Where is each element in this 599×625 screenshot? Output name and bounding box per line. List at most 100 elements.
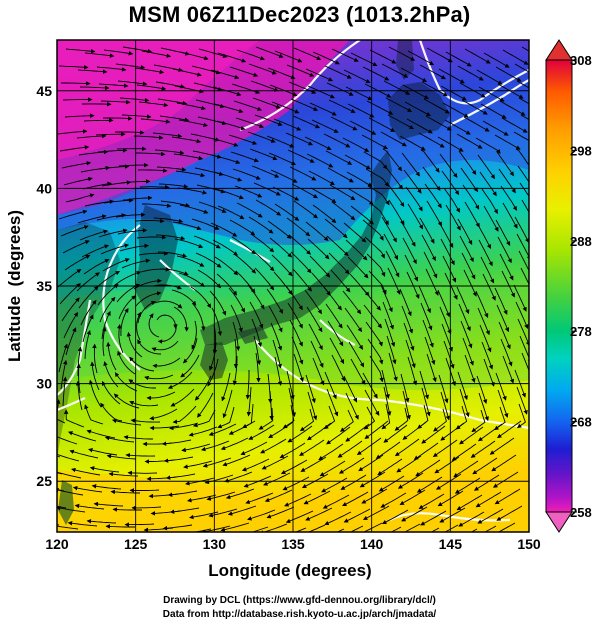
streamline-arrow: [462, 337, 474, 366]
streamline-arrow: [102, 258, 130, 272]
streamline-arrow: [400, 67, 428, 82]
streamline-arrow: [514, 216, 529, 243]
streamline-arrow: [340, 474, 367, 490]
streamline-arrow: [235, 270, 256, 294]
streamline-arrow: [190, 286, 212, 309]
streamline-arrow: [500, 185, 517, 211]
streamline-arrow: [285, 510, 314, 523]
streamline-arrow: [172, 68, 202, 77]
streamline-arrow: [293, 47, 322, 60]
streamline-arrow: [291, 336, 304, 365]
colorbar: 308 298 288 278 268 258: [545, 39, 592, 533]
streamline-arrow: [346, 171, 373, 187]
streamline-arrow: [422, 166, 441, 191]
streamline-arrow: [400, 373, 410, 403]
streamline-arrow: [228, 420, 256, 435]
streamline-arrow: [117, 350, 136, 375]
streamline-arrow: [422, 319, 434, 348]
streamline-arrow: [126, 331, 143, 358]
streamline-arrow: [156, 314, 178, 329]
streamline-arrow: [362, 522, 383, 532]
streamline-arrow: [195, 252, 222, 268]
streamline-arrow: [383, 80, 411, 95]
streamline-arrow: [129, 400, 159, 407]
streamline-arrow: [471, 409, 486, 433]
streamline-arrow: [280, 459, 308, 475]
streamline-arrow: [248, 216, 274, 234]
streamline-arrow: [368, 117, 396, 132]
streamline-arrow: [160, 200, 191, 208]
streamline-arrow: [198, 201, 227, 213]
streamline-arrow: [499, 100, 526, 116]
streamline-arrow: [240, 441, 268, 456]
streamline-arrow: [108, 471, 139, 477]
streamline-arrow: [521, 46, 529, 52]
streamline-arrow: [462, 184, 480, 210]
streamline-arrow: [460, 320, 473, 349]
streamline-arrow: [65, 327, 77, 356]
streamline-arrow: [457, 65, 484, 81]
streamline-arrow: [491, 454, 517, 472]
streamline-arrow: [383, 233, 399, 261]
streamline-arrow: [136, 235, 167, 240]
streamline-arrow: [62, 240, 90, 254]
streamline-arrow: [84, 329, 91, 360]
streamline-arrow: [57, 436, 78, 445]
streamline-arrow: [197, 269, 222, 289]
streamline-arrow: [521, 352, 529, 372]
streamline-arrow: [88, 448, 118, 456]
streamline-arrow: [515, 148, 529, 166]
streamline-arrow: [419, 370, 430, 400]
streamline-arrow: [255, 352, 261, 383]
streamline-arrow: [197, 392, 214, 418]
lon-tick-label: 120: [45, 536, 69, 552]
streamline-arrow: [181, 443, 211, 453]
streamline-arrow: [173, 153, 204, 161]
streamline-arrow: [458, 511, 485, 527]
streamline-arrow: [248, 424, 275, 440]
streamline-arrow: [285, 285, 303, 311]
streamline-arrow: [367, 338, 384, 365]
streamline-arrow: [405, 186, 423, 212]
streamline-arrow: [112, 507, 142, 512]
streamline-arrow: [438, 68, 465, 84]
streamline-arrow: [116, 324, 124, 354]
streamline-arrow: [416, 476, 443, 493]
streamline-arrow: [152, 357, 181, 369]
streamline-arrow: [477, 508, 504, 524]
streamline-arrow: [230, 151, 259, 163]
streamline-arrow: [98, 228, 128, 238]
colorbar-label: 288: [570, 234, 592, 249]
streamline-arrow: [99, 296, 116, 323]
streamline-arrow: [266, 288, 283, 314]
streamline-arrow: [517, 165, 529, 183]
streamline-arrow: [259, 523, 288, 532]
streamline-arrow: [495, 66, 522, 82]
streamline-arrow: [179, 51, 209, 61]
streamline-arrow: [369, 49, 397, 64]
lon-tick-label: 135: [281, 536, 305, 552]
streamline-arrow: [380, 131, 407, 147]
colorbar-label: 298: [570, 143, 592, 158]
streamline-arrow: [155, 234, 186, 241]
streamline-arrow: [97, 284, 119, 306]
streamline-arrow: [63, 311, 78, 339]
streamline-arrow: [309, 255, 331, 278]
streamline-arrow: [293, 353, 304, 383]
streamline-arrow: [57, 399, 66, 424]
streamline-arrow: [513, 284, 527, 312]
streamline-arrow: [124, 522, 155, 527]
latitude-tick-labels: 25 30 35 40 45: [36, 83, 52, 489]
streamline-arrow: [208, 508, 238, 518]
streamline-arrow: [77, 346, 83, 376]
streamline-arrow: [74, 503, 105, 510]
streamline-arrow: [350, 358, 366, 385]
streamline-arrow: [200, 440, 230, 452]
streamline-arrow: [481, 188, 498, 214]
streamline-arrow: [457, 371, 468, 401]
streamline-arrow: [456, 133, 483, 149]
streamline-arrow: [137, 339, 162, 355]
streamline-arrow: [217, 205, 245, 220]
streamline-arrow: [221, 372, 231, 402]
